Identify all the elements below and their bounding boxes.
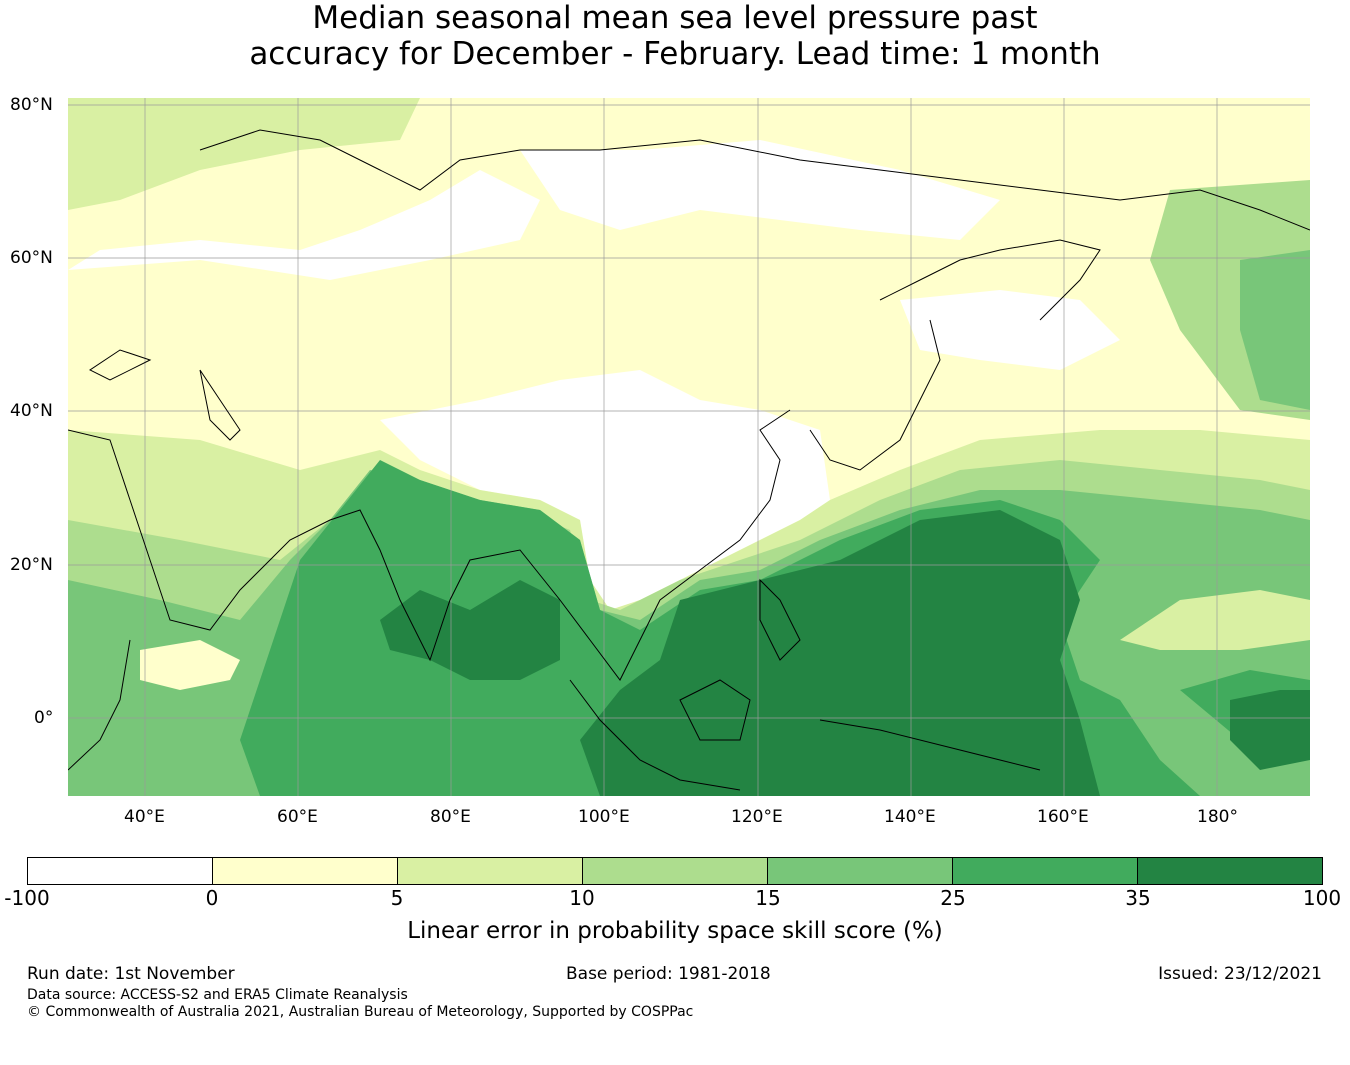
colorbar	[27, 857, 1323, 885]
coastlines	[68, 129, 1310, 791]
lat-label-40n: 40°N	[10, 401, 53, 421]
base-period: Base period: 1981-2018	[566, 964, 771, 984]
skill-band-35-100-bay-of-bengal	[380, 580, 560, 680]
skill-band-negative-siberia	[520, 140, 1000, 240]
colorbar-segment	[398, 858, 583, 884]
colorbar-segment	[953, 858, 1138, 884]
lon-label-100e: 100°E	[578, 807, 630, 827]
lon-label-40e: 40°E	[124, 807, 165, 827]
lon-label-180: 180°	[1197, 807, 1238, 827]
lat-label-20n: 20°N	[10, 555, 53, 575]
skill-band-35-100-west-pacific	[580, 510, 1100, 796]
lon-label-140e: 140°E	[884, 807, 936, 827]
skill-band-negative-okhotsk	[900, 290, 1120, 370]
data-source: Data source: ACCESS-S2 and ERA5 Climate …	[27, 987, 408, 1003]
chart-title-line-1: Median seasonal mean sea level pressure …	[312, 0, 1038, 36]
lon-label-160e: 160°E	[1037, 807, 1089, 827]
colorbar-tick: 5	[390, 886, 404, 910]
colorbar-tick: 10	[569, 886, 595, 910]
run-date: Run date: 1st November	[27, 964, 235, 984]
skill-band-15-25-north-pacific	[1240, 250, 1310, 410]
colorbar-tick: 15	[755, 886, 781, 910]
lat-label-80n: 80°N	[10, 95, 53, 115]
lat-label-60n: 60°N	[10, 248, 53, 268]
skill-band-5-10-north-west	[68, 98, 420, 210]
colorbar-tick: 25	[940, 886, 966, 910]
colorbar-segment	[28, 858, 213, 884]
colorbar-segment	[583, 858, 768, 884]
skill-band-negative-west-russia	[68, 170, 540, 280]
copyright: © Commonwealth of Australia 2021, Austra…	[27, 1004, 694, 1020]
skill-band-negative-china	[380, 370, 830, 610]
chart-title-line-2: accuracy for December - February. Lead t…	[249, 36, 1101, 72]
skill-band-35-100-east	[1230, 690, 1310, 770]
lat-label-equator: 0°	[34, 708, 54, 728]
gridlines	[68, 98, 1310, 796]
skill-band-5-10-central-pacific	[1120, 590, 1310, 650]
colorbar-segment	[1138, 858, 1322, 884]
colorbar-tick: 35	[1125, 886, 1151, 910]
lon-label-60e: 60°E	[277, 807, 318, 827]
colorbar-segment	[768, 858, 953, 884]
colorbar-tick: 0	[205, 886, 219, 910]
lon-label-80e: 80°E	[430, 807, 471, 827]
colorbar-tick: 100	[1302, 886, 1342, 910]
skill-band-0-5-somalia	[140, 640, 240, 690]
colorbar-tick: -100	[4, 886, 50, 910]
issued-date: Issued: 23/12/2021	[1158, 964, 1322, 984]
colorbar-label: Linear error in probability space skill …	[407, 918, 943, 944]
colorbar-segment	[213, 858, 398, 884]
lon-label-120e: 120°E	[731, 807, 783, 827]
